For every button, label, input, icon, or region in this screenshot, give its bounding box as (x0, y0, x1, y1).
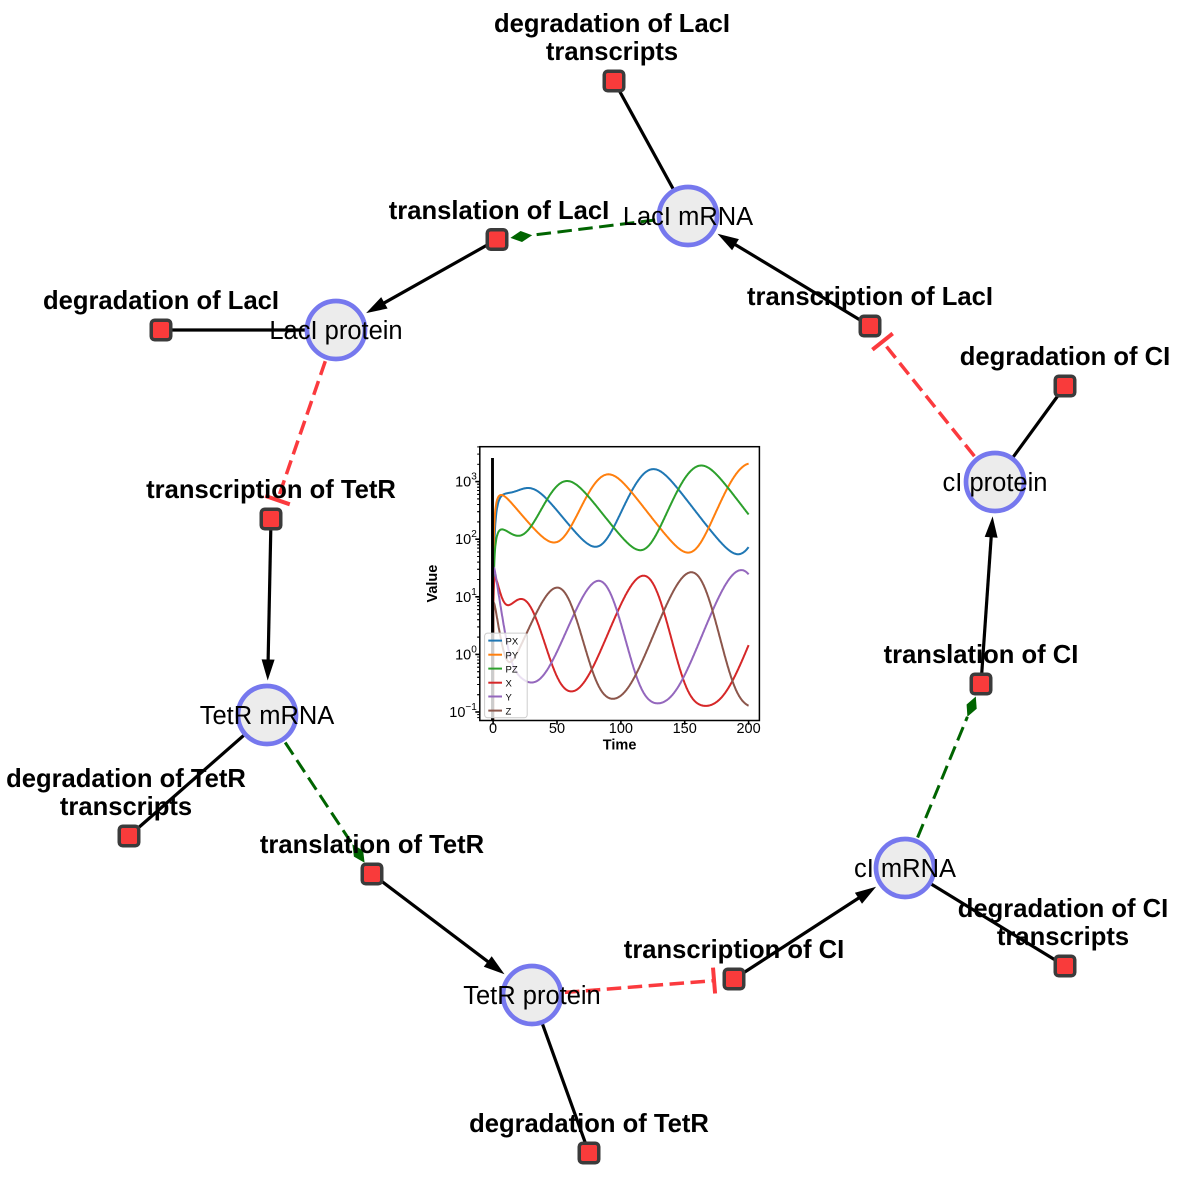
svg-text:cI mRNA: cI mRNA (854, 855, 956, 883)
svg-text:degradation of CI: degradation of CI (960, 343, 1170, 371)
svg-text:X: X (506, 679, 513, 690)
svg-text:LacI mRNA: LacI mRNA (623, 203, 753, 231)
svg-text:transcripts: transcripts (60, 793, 192, 821)
svg-text:LacI protein: LacI protein (269, 317, 402, 345)
svg-text:TetR protein: TetR protein (463, 982, 601, 1010)
svg-text:0: 0 (489, 721, 497, 737)
svg-text:PY: PY (506, 651, 519, 662)
svg-text:TetR mRNA: TetR mRNA (200, 702, 335, 730)
svg-text:degradation of TetR: degradation of TetR (6, 765, 246, 793)
svg-text:translation of LacI: translation of LacI (389, 197, 609, 225)
svg-text:Z: Z (506, 706, 512, 717)
svg-text:transcription of TetR: transcription of TetR (146, 476, 396, 504)
svg-text:transcripts: transcripts (997, 923, 1129, 951)
svg-text:translation of CI: translation of CI (884, 641, 1079, 669)
svg-text:150: 150 (673, 721, 697, 737)
svg-text:transcription of CI: transcription of CI (624, 936, 844, 964)
svg-text:200: 200 (736, 721, 760, 737)
svg-text:degradation of TetR: degradation of TetR (469, 1110, 709, 1138)
svg-text:100: 100 (609, 721, 633, 737)
svg-text:translation of TetR: translation of TetR (260, 831, 484, 859)
svg-text:PX: PX (506, 636, 519, 647)
svg-text:Y: Y (506, 692, 513, 703)
svg-text:transcription of LacI: transcription of LacI (747, 283, 993, 311)
svg-text:degradation of LacI: degradation of LacI (43, 287, 279, 315)
svg-text:Time: Time (603, 738, 637, 754)
svg-text:cI protein: cI protein (943, 469, 1048, 497)
svg-text:transcripts: transcripts (546, 38, 678, 66)
svg-text:PZ: PZ (506, 664, 518, 675)
svg-text:degradation of LacI: degradation of LacI (494, 10, 730, 38)
svg-text:degradation of CI: degradation of CI (958, 895, 1168, 923)
svg-text:50: 50 (549, 721, 565, 737)
svg-text:Value: Value (425, 565, 441, 603)
